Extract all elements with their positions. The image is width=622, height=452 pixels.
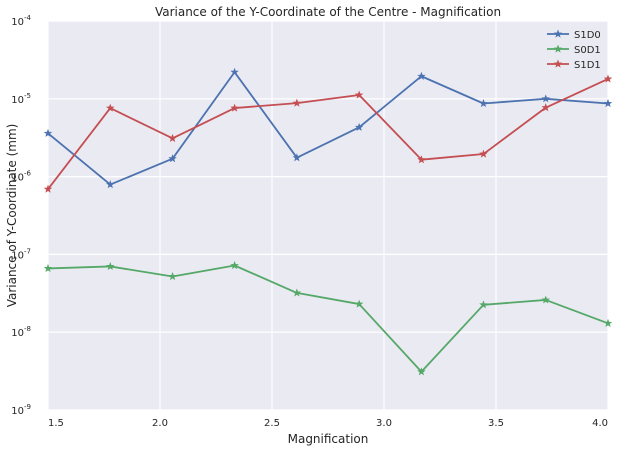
chart-title: Variance of the Y-Coordinate of the Cent… xyxy=(155,5,501,19)
y-tick-exponent: -5 xyxy=(24,92,31,100)
y-tick-base: 10 xyxy=(11,95,24,106)
y-tick-label: 10-7 xyxy=(11,247,31,261)
data-point-marker xyxy=(168,133,177,142)
grid xyxy=(47,20,609,411)
data-point-marker xyxy=(417,71,426,80)
data-point-marker xyxy=(603,74,613,83)
data-point-marker xyxy=(106,180,115,189)
data-point-marker xyxy=(230,103,239,112)
y-axis-label: Variance of Y-Coordinate (mm) xyxy=(5,124,19,308)
data-point-marker xyxy=(292,288,302,297)
data-point-marker xyxy=(106,103,115,112)
legend-item: S0D1 xyxy=(547,44,601,56)
x-axis-label: Magnification xyxy=(288,432,369,446)
y-tick-base: 10 xyxy=(11,328,24,339)
y-tick-label: 10-5 xyxy=(11,92,31,106)
legend-label: S1D1 xyxy=(574,60,601,71)
legend-item: S1D1 xyxy=(547,59,601,71)
series-s0d1 xyxy=(43,261,613,376)
legend-label: S1D0 xyxy=(574,30,601,41)
legend: S1D0 S0D1 S1D1 xyxy=(547,29,601,71)
data-point-marker xyxy=(354,90,364,99)
legend-label: S0D1 xyxy=(574,45,601,56)
y-tick-base: 10 xyxy=(11,17,24,28)
data-point-marker xyxy=(292,98,302,107)
data-point-marker xyxy=(479,99,488,108)
data-point-marker xyxy=(479,300,488,309)
series-layer xyxy=(43,67,613,376)
x-tick-label: 1.5 xyxy=(48,418,64,429)
y-tick-base: 10 xyxy=(11,250,24,261)
series-line xyxy=(47,264,609,373)
data-point-marker xyxy=(479,149,488,158)
series-s1d1 xyxy=(43,74,613,193)
data-point-marker xyxy=(417,155,426,164)
data-point-marker xyxy=(603,99,613,108)
series-line xyxy=(47,78,609,190)
data-point-marker xyxy=(354,299,364,308)
data-point-marker xyxy=(417,367,426,376)
y-axis-ticks: 10-910-810-710-610-510-4 xyxy=(11,14,31,417)
data-point-marker xyxy=(230,67,239,76)
y-tick-label: 10-9 xyxy=(11,403,31,417)
data-point-marker xyxy=(43,184,53,193)
legend-marker xyxy=(553,59,563,68)
legend-item: S1D0 xyxy=(547,29,601,41)
y-tick-exponent: -6 xyxy=(24,170,32,178)
data-point-marker xyxy=(106,261,115,271)
y-tick-exponent: -8 xyxy=(24,325,31,333)
y-tick-exponent: -4 xyxy=(24,14,32,22)
series-s1d0 xyxy=(43,67,613,189)
y-tick-base: 10 xyxy=(11,173,24,184)
y-tick-label: 10-8 xyxy=(11,325,31,339)
data-point-marker xyxy=(168,272,177,281)
y-tick-exponent: -9 xyxy=(24,403,31,411)
data-point-marker xyxy=(292,153,302,162)
x-tick-label: 3.0 xyxy=(376,418,392,429)
x-axis-ticks: 1.5 2.0 2.5 3.0 3.5 4.0 xyxy=(48,418,608,429)
y-tick-base: 10 xyxy=(11,406,24,417)
legend-marker xyxy=(553,29,563,38)
data-point-marker xyxy=(354,122,364,131)
x-tick-label: 3.5 xyxy=(488,418,504,429)
y-tick-label: 10-6 xyxy=(11,170,31,184)
data-point-marker xyxy=(43,128,53,137)
y-tick-label: 10-4 xyxy=(11,14,31,28)
legend-marker xyxy=(553,44,563,53)
data-point-marker xyxy=(43,263,53,273)
plot-background xyxy=(48,21,608,410)
data-point-marker xyxy=(168,154,177,163)
x-tick-label: 2.5 xyxy=(264,418,280,429)
series-line xyxy=(47,71,609,186)
data-point-marker xyxy=(541,103,550,112)
y-tick-exponent: -7 xyxy=(24,247,31,255)
data-point-marker xyxy=(230,261,239,270)
x-tick-label: 4.0 xyxy=(592,418,608,429)
data-point-marker xyxy=(541,94,550,103)
data-point-marker xyxy=(603,318,613,327)
data-point-marker xyxy=(541,295,550,304)
x-tick-label: 2.0 xyxy=(152,418,168,429)
